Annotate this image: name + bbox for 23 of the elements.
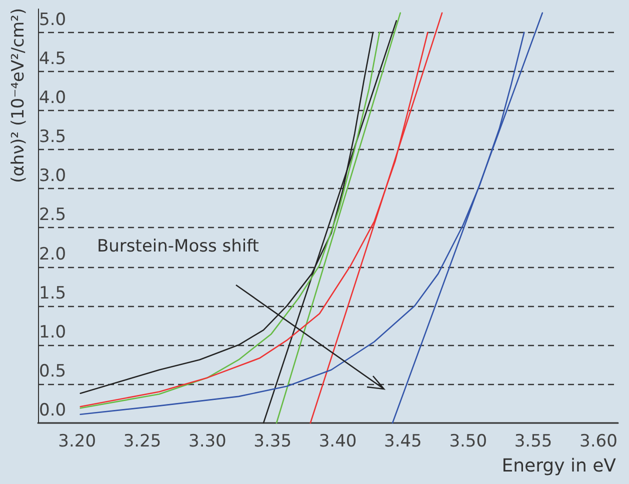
x-tick-label: 3.35: [254, 432, 292, 452]
y-tick-label: 5.0: [39, 10, 66, 30]
y-tick-label: 4.0: [39, 88, 66, 108]
y-tick-label: 2.5: [39, 205, 66, 226]
y-axis-title: (αhν)² (10⁻⁴eV²/cm²): [8, 8, 28, 183]
x-tick-label: 3.45: [384, 432, 422, 452]
y-tick-label: 1.0: [39, 322, 66, 342]
x-tick-label: 3.60: [580, 432, 618, 452]
annotation: Burstein-Moss shift: [97, 236, 260, 256]
y-tick-label: 3.0: [39, 166, 66, 186]
y-tick-label: 3.5: [39, 127, 66, 148]
y-tick-label: 0.5: [39, 361, 66, 382]
y-tick-label: 2.0: [39, 244, 66, 264]
x-tick-label: 3.50: [449, 432, 488, 452]
y-tick-label: 1.5: [39, 283, 66, 304]
x-axis-title: Energy in eV: [502, 456, 617, 476]
y-tick-label: 4.5: [39, 48, 66, 69]
x-tick-label: 3.30: [188, 432, 226, 452]
y-tick-label: 0.0: [39, 400, 66, 420]
x-tick-label: 3.40: [318, 432, 357, 452]
x-tick-label: 3.55: [514, 432, 552, 452]
x-tick-label: 3.20: [58, 432, 96, 452]
x-tick-label: 3.25: [123, 432, 162, 452]
